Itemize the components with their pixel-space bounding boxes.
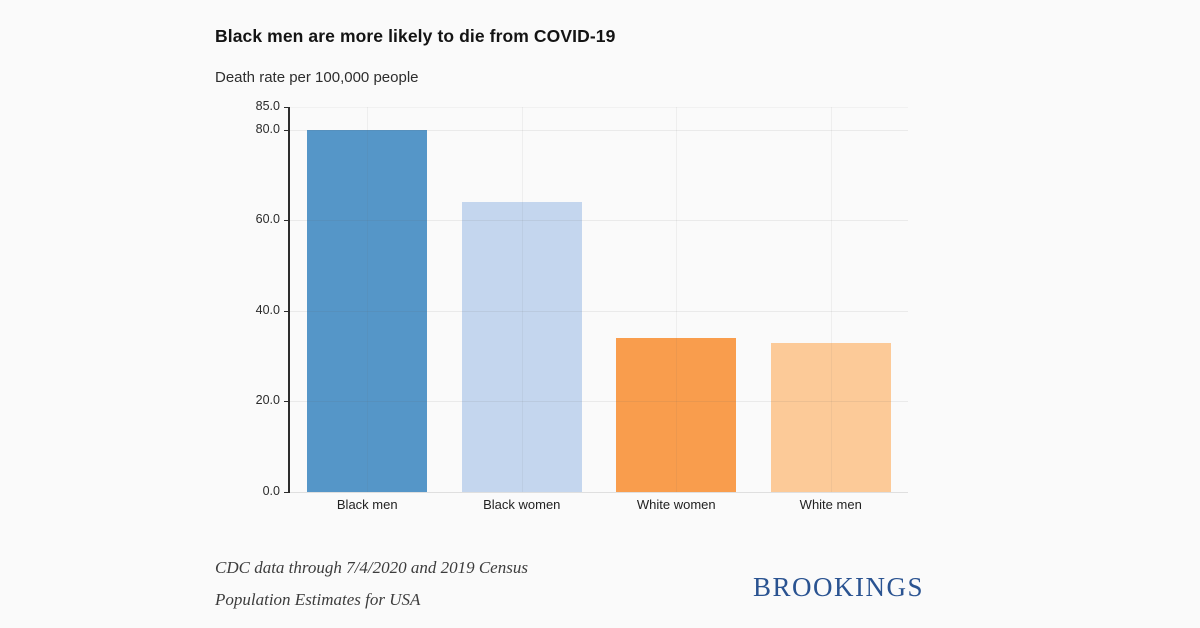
y-tick-mark [284, 492, 290, 493]
y-tick-label: 0.0 [262, 484, 280, 498]
plot-area: 0.0 20.0 40.0 60.0 80.0 85.0 Black men Black wo… [256, 99, 908, 512]
brookings-logo: BROOKINGS [753, 572, 925, 602]
x-tick-label: White women [636, 497, 716, 512]
y-tick-label: 60.0 [255, 212, 280, 227]
y-tick-label: 80.0 [255, 121, 280, 136]
source-line-1: CDC data through 7/4/2020 and 2019 Censu… [215, 558, 528, 577]
source-note: CDC data through 7/4/2020 and 2019 Censu… [215, 558, 528, 622]
y-tick-mark [284, 107, 290, 108]
vertical-gridline [676, 107, 678, 492]
bar-white-women [616, 338, 737, 492]
chart-title: Black men are more likely to die from CO… [215, 26, 616, 46]
chart-subtitle: Death rate per 100,000 people [215, 69, 419, 86]
bar-black-men [307, 129, 428, 492]
horizontal-gridline [290, 220, 908, 222]
y-axis-line [288, 107, 290, 492]
y-tick-label: 20.0 [255, 393, 280, 408]
horizontal-gridline [290, 401, 908, 403]
y-tick-mark [284, 401, 290, 403]
y-tick-mark [284, 310, 290, 312]
vertical-gridline [830, 107, 832, 492]
x-tick-label: Black women [483, 497, 561, 512]
y-tick-label: 40.0 [255, 302, 280, 317]
horizontal-gridline [290, 129, 908, 131]
horizontal-gridline [290, 310, 908, 312]
x-tick-label: White men [799, 497, 862, 512]
bar-black-women [461, 202, 582, 492]
x-tick-label: Black men [336, 497, 398, 512]
y-tick-mark [284, 220, 290, 222]
vertical-gridline [521, 107, 523, 492]
bar-white-men [770, 342, 891, 492]
horizontal-gridline [290, 107, 908, 108]
horizontal-gridline [290, 492, 908, 493]
y-tick-mark [284, 129, 290, 131]
y-tick-label: 85.0 [255, 99, 280, 113]
source-line-2: Population Estimates for USA [215, 590, 421, 609]
vertical-gridline [367, 107, 369, 492]
